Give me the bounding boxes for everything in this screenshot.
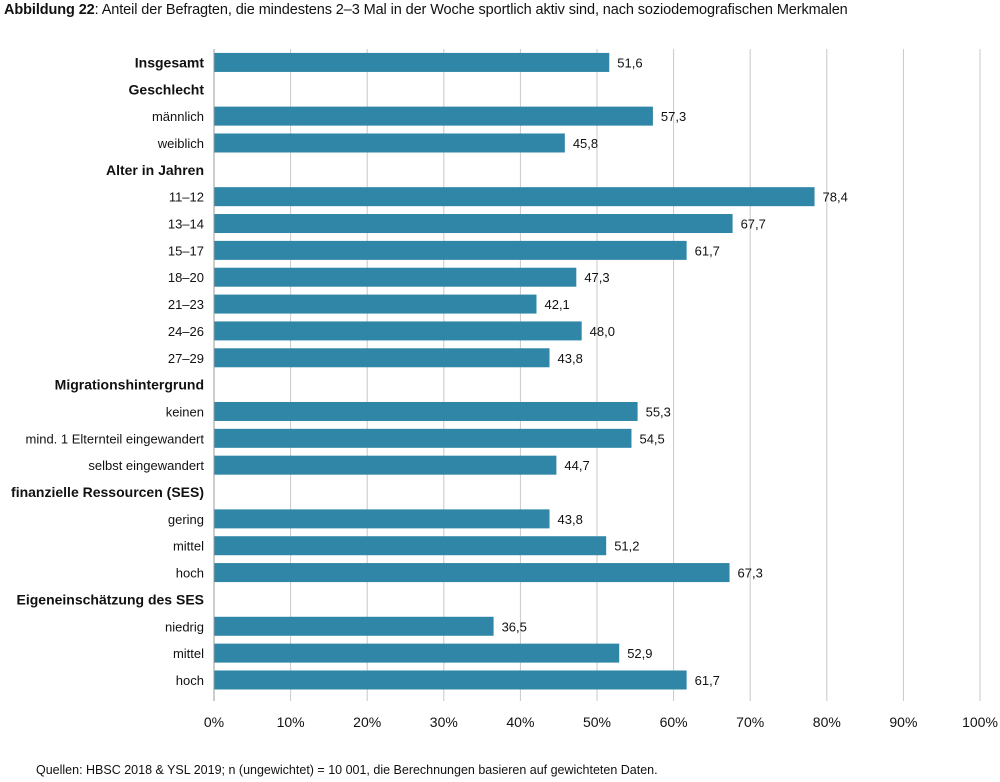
- data-label: 67,3: [738, 566, 763, 581]
- bar: [214, 428, 632, 448]
- category-label: niedrig: [165, 619, 204, 634]
- data-label: 55,3: [646, 404, 671, 419]
- category-label: weiblich: [157, 136, 204, 151]
- data-label: 57,3: [661, 109, 686, 124]
- chart-title: Abbildung 22: Anteil der Befragten, die …: [4, 2, 848, 18]
- category-label: 11–12: [169, 190, 204, 205]
- category-label: mittel: [173, 646, 204, 661]
- x-tick-label: 90%: [889, 714, 917, 730]
- x-tick-label: 0%: [204, 714, 224, 730]
- data-label: 43,8: [558, 512, 583, 527]
- bar: [214, 294, 537, 314]
- data-label: 42,1: [544, 297, 569, 312]
- category-heading: finanzielle Ressourcen (SES): [11, 484, 204, 500]
- x-tick-label: 40%: [506, 714, 534, 730]
- category-heading: Geschlecht: [129, 81, 205, 97]
- x-tick-label: 60%: [660, 714, 688, 730]
- data-label: 51,2: [614, 539, 639, 554]
- bar: [214, 106, 653, 126]
- data-label: 52,9: [627, 646, 652, 661]
- bar: [214, 133, 565, 153]
- x-tick-label: 30%: [430, 714, 458, 730]
- category-label: mittel: [173, 539, 204, 554]
- bar: [214, 536, 607, 556]
- bar: [214, 240, 687, 260]
- category-label: 27–29: [168, 351, 204, 366]
- category-label: keinen: [166, 404, 204, 419]
- category-heading: Insgesamt: [135, 54, 205, 70]
- category-label: hoch: [176, 673, 204, 688]
- bar: [214, 563, 730, 583]
- bar: [214, 670, 687, 690]
- source-note: Quellen: HBSC 2018 & YSL 2019; n (ungewi…: [36, 763, 658, 777]
- bar: [214, 643, 620, 663]
- data-label: 45,8: [573, 136, 598, 151]
- bar: [214, 267, 577, 287]
- category-label: 24–26: [168, 324, 204, 339]
- bar: [214, 401, 638, 421]
- bar: [214, 214, 733, 234]
- x-tick-label: 80%: [813, 714, 841, 730]
- category-label: mind. 1 Elternteil eingewandert: [26, 431, 205, 446]
- data-label: 47,3: [584, 270, 609, 285]
- x-tick-label: 100%: [962, 714, 998, 730]
- x-tick-label: 70%: [736, 714, 764, 730]
- data-label: 48,0: [590, 324, 615, 339]
- x-tick-label: 20%: [353, 714, 381, 730]
- bar: [214, 321, 582, 341]
- x-tick-label: 50%: [583, 714, 611, 730]
- category-label: gering: [168, 512, 204, 527]
- category-label: männlich: [152, 109, 204, 124]
- category-label: 15–17: [168, 243, 204, 258]
- data-label: 61,7: [695, 243, 720, 258]
- category-heading: Migrationshintergrund: [55, 377, 204, 393]
- category-heading: Eigeneinschätzung des SES: [17, 591, 205, 607]
- data-label: 78,4: [823, 190, 848, 205]
- data-label: 54,5: [639, 431, 664, 446]
- category-heading: Alter in Jahren: [106, 162, 204, 178]
- title-text: : Anteil der Befragten, die mindestens 2…: [94, 2, 848, 18]
- bar: [214, 187, 815, 207]
- bar: [214, 348, 550, 368]
- figure-number: Abbildung 22: [4, 2, 95, 18]
- data-label: 44,7: [564, 458, 589, 473]
- bar: [214, 509, 550, 529]
- bar: [214, 616, 494, 636]
- x-tick-label: 10%: [277, 714, 305, 730]
- data-label: 61,7: [695, 673, 720, 688]
- category-label: selbst eingewandert: [88, 458, 204, 473]
- category-label: hoch: [176, 566, 204, 581]
- bar: [214, 455, 557, 475]
- bar: [214, 52, 610, 72]
- category-label: 21–23: [168, 297, 204, 312]
- data-label: 67,7: [741, 217, 766, 232]
- data-label: 43,8: [558, 351, 583, 366]
- data-label: 51,6: [617, 55, 642, 70]
- category-label: 18–20: [168, 270, 204, 285]
- category-label: 13–14: [168, 217, 204, 232]
- data-label: 36,5: [502, 619, 527, 634]
